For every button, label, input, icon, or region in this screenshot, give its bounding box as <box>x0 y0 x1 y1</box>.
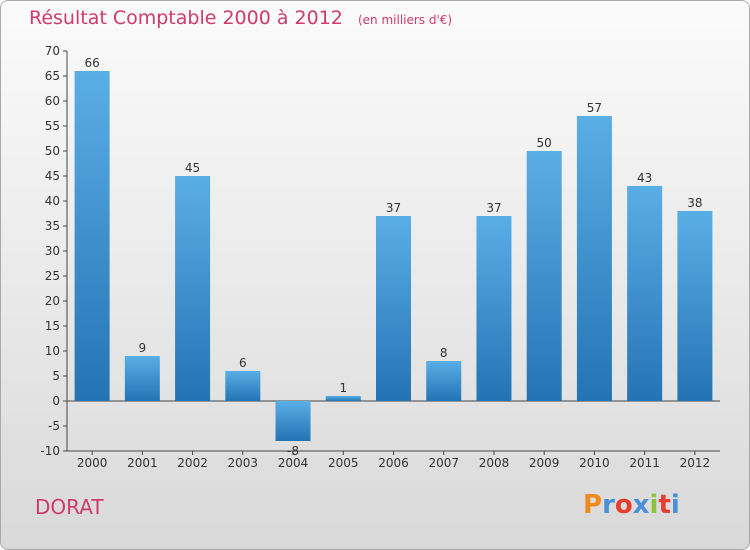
value-label: 6 <box>239 356 247 370</box>
value-label: 37 <box>386 201 401 215</box>
logo-letter: P <box>583 490 603 520</box>
x-tick-label: 2006 <box>378 456 409 470</box>
title-block: Résultat Comptable 2000 à 2012 (en milli… <box>29 7 452 29</box>
bar <box>225 371 261 401</box>
y-tick-label: 65 <box>45 69 60 83</box>
x-tick-label: 2000 <box>77 456 108 470</box>
value-label: 9 <box>139 341 147 355</box>
y-tick-label: 30 <box>45 244 60 258</box>
bar <box>74 71 110 401</box>
value-label: 57 <box>587 101 602 115</box>
proxiti-logo: Proxiti <box>583 490 680 520</box>
logo-letter: i <box>670 490 680 520</box>
value-label: 45 <box>185 161 200 175</box>
y-tick-label: 0 <box>52 394 60 408</box>
x-tick-label: 2004 <box>278 456 309 470</box>
y-tick-label: 60 <box>45 94 60 108</box>
y-tick-label: 20 <box>45 294 60 308</box>
x-tick-label: 2005 <box>328 456 359 470</box>
logo-letter: t <box>658 490 671 520</box>
y-tick-label: -10 <box>40 444 60 458</box>
y-tick-label: 35 <box>45 219 60 233</box>
y-tick-label: 70 <box>45 44 60 58</box>
y-tick-label: -5 <box>48 419 60 433</box>
bar <box>476 216 512 401</box>
y-tick-label: 45 <box>45 169 60 183</box>
x-tick-label: 2012 <box>680 456 711 470</box>
y-tick-label: 25 <box>45 269 60 283</box>
y-tick-label: 40 <box>45 194 60 208</box>
bar <box>376 216 411 401</box>
bar <box>124 356 160 401</box>
x-tick-label: 2008 <box>479 456 510 470</box>
y-tick-label: 50 <box>45 144 60 158</box>
logo-letter: i <box>649 490 659 520</box>
logo-letter: o <box>614 490 633 520</box>
y-tick-label: 5 <box>52 369 60 383</box>
value-label: 66 <box>84 56 99 70</box>
x-tick-label: 2009 <box>529 456 560 470</box>
bar <box>275 401 311 441</box>
chart-title: Résultat Comptable 2000 à 2012 <box>29 7 343 29</box>
value-label: 1 <box>339 381 347 395</box>
value-label: 37 <box>486 201 501 215</box>
x-tick-label: 2011 <box>629 456 660 470</box>
value-label: -8 <box>287 444 299 458</box>
chart-subtitle: (en milliers d'€) <box>357 13 453 27</box>
bar <box>627 186 663 401</box>
value-label: 43 <box>637 171 652 185</box>
bar <box>175 176 211 401</box>
y-tick-label: 15 <box>45 319 60 333</box>
value-label: 8 <box>440 346 448 360</box>
bar <box>677 211 713 401</box>
bar <box>325 396 361 401</box>
logo-letter: r <box>602 490 615 520</box>
value-label: 50 <box>537 136 552 150</box>
x-tick-label: 2002 <box>177 456 208 470</box>
bar <box>576 116 612 401</box>
place-name: DORAT <box>35 495 104 519</box>
bar <box>426 361 462 401</box>
y-tick-label: 55 <box>45 119 60 133</box>
x-tick-label: 2010 <box>579 456 610 470</box>
bar <box>526 151 562 401</box>
x-tick-label: 2007 <box>428 456 459 470</box>
y-tick-label: 10 <box>45 344 60 358</box>
x-tick-label: 2003 <box>228 456 259 470</box>
logo-letter: x <box>632 490 650 520</box>
value-label: 38 <box>687 196 702 210</box>
x-tick-label: 2001 <box>127 456 158 470</box>
